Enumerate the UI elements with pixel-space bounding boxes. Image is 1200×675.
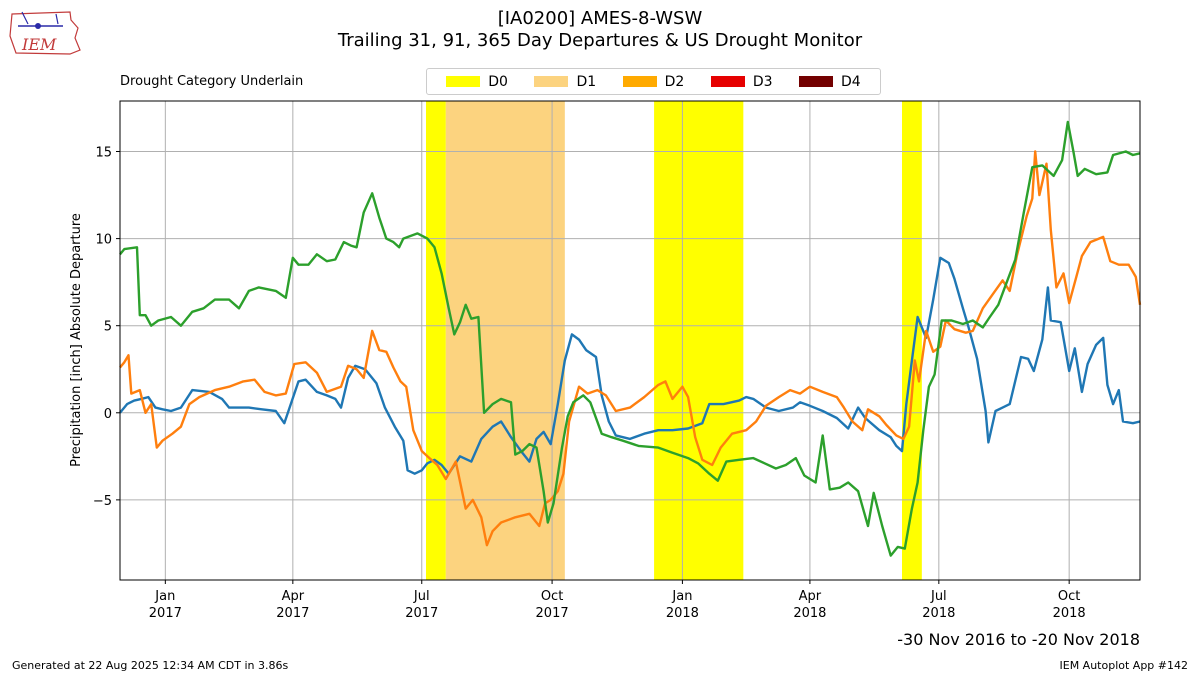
legend-item-d1: D1 bbox=[534, 74, 596, 90]
date-range: -30 Nov 2016 to -20 Nov 2018 bbox=[897, 630, 1140, 649]
series-line-s91 bbox=[119, 150, 1142, 547]
series-lines bbox=[119, 120, 1142, 557]
x-tick-label-month: Oct bbox=[1058, 589, 1080, 604]
iem-logo-text: IEM bbox=[21, 35, 57, 54]
x-tick-label-year: 2018 bbox=[922, 606, 955, 621]
drought-legend: D0 D1 D2 D3 D4 bbox=[426, 68, 881, 95]
y-tick-label: 15 bbox=[95, 146, 112, 161]
x-tick-label-month: Oct bbox=[541, 589, 563, 604]
x-tick-label-year: 2017 bbox=[149, 606, 182, 621]
series-line-s365 bbox=[119, 120, 1141, 557]
x-tick-label-month: Apr bbox=[282, 589, 305, 604]
y-axis: −5 0 5 10 15 bbox=[93, 146, 120, 509]
x-tick-label-month: Apr bbox=[799, 589, 822, 604]
legend-label-d0: D0 bbox=[488, 73, 508, 90]
y-axis-label: Precipitation [inch] Absolute Departure bbox=[69, 213, 84, 467]
app-label: IEM Autoplot App #142 bbox=[1059, 659, 1189, 672]
drought-band-d0-0 bbox=[426, 101, 446, 580]
x-tick-label-month: Jul bbox=[413, 589, 430, 604]
legend-swatch-d3 bbox=[710, 76, 745, 87]
legend-swatch-d1 bbox=[534, 76, 569, 87]
drought-bands bbox=[426, 101, 922, 580]
legend-swatch-d0 bbox=[446, 76, 481, 87]
x-tick-label-month: Jul bbox=[930, 589, 947, 604]
chart-title: [IA0200] AMES-8-WSW bbox=[497, 8, 703, 29]
series-line-s31 bbox=[119, 256, 1141, 475]
x-tick-label-year: 2017 bbox=[536, 606, 569, 621]
legend-label-d4: D4 bbox=[841, 73, 861, 90]
legend-item-d2: D2 bbox=[622, 73, 685, 90]
x-tick-label-month: Jan bbox=[154, 589, 175, 604]
chart-subtitle: Trailing 31, 91, 365 Day Departures & US… bbox=[337, 30, 863, 51]
x-axis: Jan 2017 Apr 2017 Jul 2017 Oct 2017 Jan 2018 Apr 20… bbox=[149, 580, 1086, 621]
y-tick-label: 10 bbox=[95, 233, 112, 248]
legend-swatch-d2 bbox=[622, 76, 657, 87]
legend-label-d2: D2 bbox=[664, 73, 685, 90]
x-tick-label-year: 2017 bbox=[405, 606, 438, 621]
legend-label-d1: D1 bbox=[576, 73, 597, 90]
plot-frame bbox=[119, 100, 1141, 581]
x-tick-label-year: 2018 bbox=[793, 606, 826, 621]
x-tick-label-year: 2017 bbox=[276, 606, 309, 621]
x-tick-label-year: 2018 bbox=[666, 606, 699, 621]
legend-swatch-d4 bbox=[799, 76, 833, 87]
x-tick-label-month: Jan bbox=[671, 589, 692, 604]
x-tick-label-year: 2018 bbox=[1053, 606, 1086, 621]
legend-item-d3: D3 bbox=[710, 73, 773, 90]
iem-logo: IEM bbox=[8, 6, 82, 62]
y-tick-label: 5 bbox=[104, 320, 112, 335]
generated-stamp: Generated at 22 Aug 2025 12:34 AM CDT in… bbox=[12, 659, 289, 672]
drought-band-d0-2 bbox=[654, 101, 744, 580]
legend-item-d0: D0 bbox=[446, 74, 508, 90]
iem-logo-graphic: IEM bbox=[9, 11, 81, 55]
y-tick-label: −5 bbox=[93, 494, 112, 509]
y-tick-label: 0 bbox=[104, 407, 112, 422]
drought-band-d0-3 bbox=[902, 101, 922, 580]
legend-item-d4: D4 bbox=[799, 74, 861, 90]
underlain-label: Drought Category Underlain bbox=[120, 74, 304, 89]
legend-label-d3: D3 bbox=[752, 73, 773, 90]
grid-lines bbox=[120, 101, 1140, 580]
